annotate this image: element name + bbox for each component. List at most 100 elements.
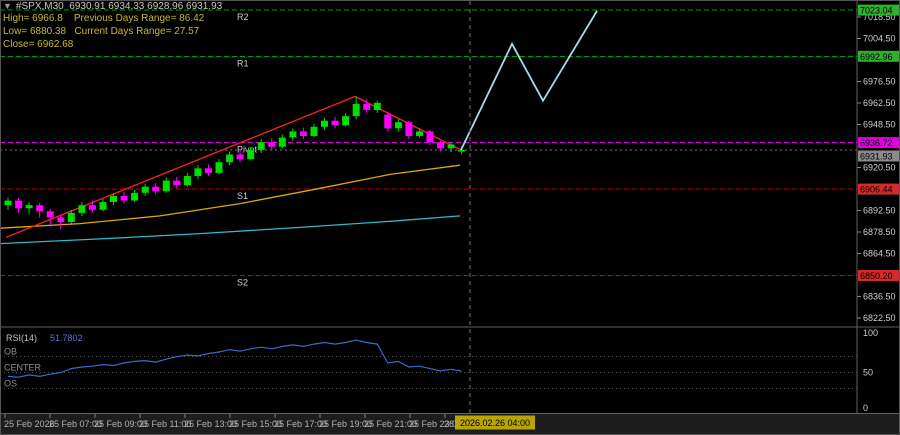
level-price-text-pivot: 6936.72 xyxy=(860,138,893,148)
rsi-name: RSI(14) xyxy=(6,333,37,343)
level-label-pivot: Pivot xyxy=(237,145,258,155)
price-tick-label: 6892.50 xyxy=(863,206,896,216)
candle-up xyxy=(394,122,402,129)
candle-up xyxy=(99,202,107,210)
candle-up xyxy=(447,144,455,149)
candle-up xyxy=(416,131,423,136)
time-tick-label: 25 Feb 13:00 xyxy=(184,419,237,429)
time-marker-badge[interactable] xyxy=(455,415,535,430)
candle-down xyxy=(88,205,96,210)
candle-down xyxy=(437,142,445,149)
level-price-text-s1: 6906.44 xyxy=(860,185,893,195)
level-price-badge-s1 xyxy=(858,183,899,195)
candle-up xyxy=(352,103,360,117)
candle-down xyxy=(46,211,54,218)
candle-up xyxy=(289,131,297,138)
price-tick-label: 6864.50 xyxy=(863,249,896,259)
time-tick-label: 25 Feb 11:00 xyxy=(139,419,191,429)
time-axis[interactable] xyxy=(0,414,900,435)
time-tick-label: 25 Feb 17:00 xyxy=(274,419,327,429)
candle-up xyxy=(310,126,318,136)
time-tick-label: 25 Feb 19:00 xyxy=(319,419,372,429)
bid-price-badge xyxy=(858,150,899,162)
candle-down xyxy=(120,195,128,201)
ma-slow-line xyxy=(0,215,461,245)
time-tick-label: 25 Feb 09:00 xyxy=(94,419,147,429)
candle-up xyxy=(194,168,202,176)
candle-up xyxy=(247,149,255,160)
chart-dropdown-icon[interactable]: ▼ xyxy=(3,1,12,11)
level-label-r1: R1 xyxy=(237,58,249,68)
rsi-scale-tick: 100 xyxy=(863,328,878,338)
rsi-level-label-os: OS xyxy=(4,378,17,388)
rsi-level-label-center: CENTER xyxy=(4,363,42,373)
time-tick-label: 25 Feb 15:00 xyxy=(229,419,282,429)
candle-down xyxy=(331,120,339,126)
price-tick-label: 7004.50 xyxy=(863,34,896,44)
candle-up xyxy=(110,195,117,202)
level-price-text-r2: 7023.04 xyxy=(860,6,893,16)
candle-down xyxy=(405,122,413,136)
candle-up xyxy=(141,186,149,193)
candle-up xyxy=(373,102,381,110)
candle-up xyxy=(4,200,12,206)
level-price-badge-s2 xyxy=(858,270,899,281)
level-label-s2: S2 xyxy=(237,277,248,287)
candle-up xyxy=(67,212,75,222)
price-axis[interactable] xyxy=(857,0,900,413)
level-label-r2: R2 xyxy=(237,12,249,22)
candle-down xyxy=(426,131,434,143)
zigzag-line[interactable] xyxy=(5,95,462,239)
price-tick-label: 6836.50 xyxy=(863,292,896,302)
time-tick-label: 25 Feb 2026 xyxy=(4,419,55,429)
candle-down xyxy=(236,154,244,160)
candle-up xyxy=(257,142,265,150)
time-tick-label: 25 Feb 07:00 xyxy=(49,419,102,429)
time-tick-label: 25 Feb 21:00 xyxy=(364,419,417,429)
time-marker-text: 2026.02.26 04:00 xyxy=(460,418,530,428)
candle-down xyxy=(268,142,276,147)
rsi-level-label-ob: OB xyxy=(4,347,17,357)
level-price-badge-r2 xyxy=(858,4,899,16)
rsi-line xyxy=(7,339,462,378)
price-tick-label: 6920.50 xyxy=(863,163,896,173)
candle-down xyxy=(363,103,371,110)
level-label-s1: S1 xyxy=(237,191,248,201)
candle-down xyxy=(173,180,181,186)
ma-fast-line xyxy=(0,164,461,229)
candle-up xyxy=(226,154,234,163)
level-price-text-s2: 6850.20 xyxy=(860,271,893,281)
candle-down xyxy=(57,217,65,222)
rsi-scale-tick: 50 xyxy=(863,368,873,378)
forecast-line[interactable] xyxy=(460,10,598,151)
chart-plot-area[interactable] xyxy=(0,0,857,326)
price-tick-label: 6948.50 xyxy=(863,120,896,130)
candle-down xyxy=(299,131,307,136)
rsi-value: 51.7802 xyxy=(50,333,83,343)
time-tick-label: 25 Feb 23:00 xyxy=(409,419,462,429)
candle-up xyxy=(321,120,328,127)
rsi-scale-tick: 0 xyxy=(863,403,868,413)
candle-up xyxy=(215,162,223,173)
candle-up xyxy=(183,176,191,186)
price-tick-label: 7018.50 xyxy=(863,12,896,22)
candle-up xyxy=(278,137,286,147)
price-tick-label: 6976.50 xyxy=(863,77,896,87)
candle-down xyxy=(384,114,392,129)
price-tick-label: 6822.50 xyxy=(863,313,896,323)
candle-up xyxy=(342,116,350,126)
candle-down xyxy=(205,168,212,173)
candle-up xyxy=(458,150,466,152)
level-price-badge-pivot xyxy=(858,137,899,149)
candle-up xyxy=(131,192,139,201)
price-tick-label: 6962.50 xyxy=(863,98,896,108)
candle-up xyxy=(162,180,170,192)
candle-up xyxy=(78,205,86,213)
bid-price-text: 6931.93 xyxy=(860,151,893,161)
candle-down xyxy=(152,186,160,192)
price-tick-label: 6878.50 xyxy=(863,227,896,237)
candle-up xyxy=(25,205,33,209)
level-price-badge-r1 xyxy=(858,50,899,62)
